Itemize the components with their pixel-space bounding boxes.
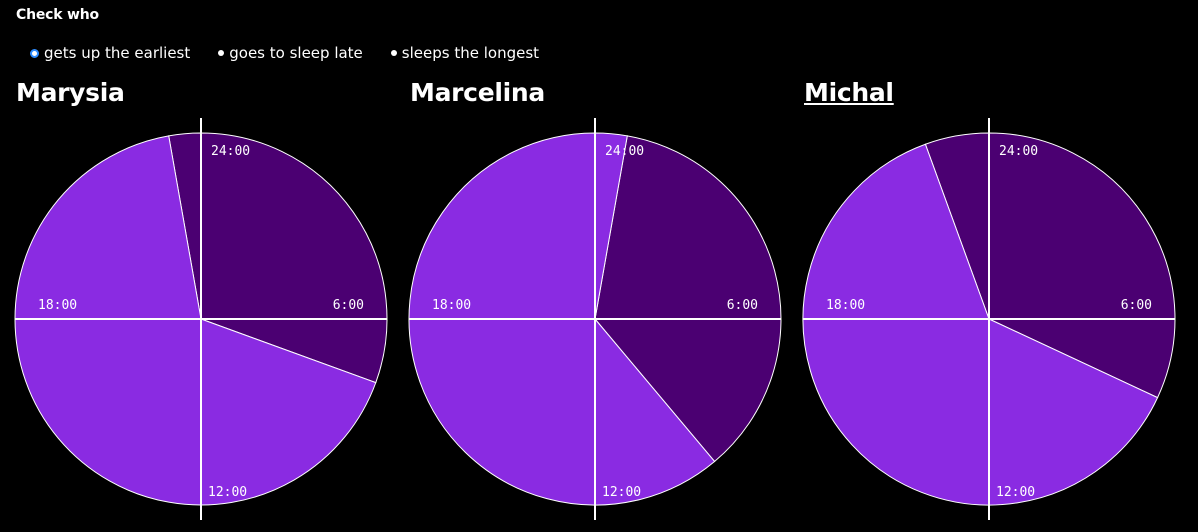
radio-selected-icon[interactable]: [30, 48, 39, 58]
option-sleeps-longest[interactable]: sleeps the longest: [390, 44, 540, 62]
slice-awake: [14, 135, 377, 506]
tick-label: 24:00: [605, 144, 644, 159]
tick-label: 12:00: [602, 485, 641, 500]
tick-label: 18:00: [432, 298, 471, 313]
tick-label: 18:00: [38, 298, 77, 313]
person-name: Marcelina: [410, 78, 545, 107]
option-label: gets up the earliest: [44, 44, 191, 62]
check-who-title: Check who: [16, 7, 99, 23]
clock-chart-michal: 24:00 6:00 12:00 18:00: [802, 118, 1176, 520]
tick-label: 24:00: [999, 144, 1038, 159]
radio-icon[interactable]: [218, 50, 225, 56]
person-name: Marysia: [16, 78, 125, 107]
tick-label: 6:00: [1121, 298, 1152, 313]
tick-label: 12:00: [996, 485, 1035, 500]
slice-awake: [802, 143, 1159, 506]
clock-chart-marcelina: 24:00 6:00 12:00 18:00: [408, 118, 782, 520]
tick-label: 18:00: [826, 298, 865, 313]
slice-sleep: [988, 132, 1176, 399]
tick-label: 12:00: [208, 485, 247, 500]
clock-chart-marysia: 24:00 6:00 12:00 18:00: [14, 118, 388, 520]
radio-icon[interactable]: [390, 50, 397, 56]
person-name-link[interactable]: Michal: [804, 78, 894, 107]
slice-sleep: [594, 135, 782, 463]
tick-label: 6:00: [333, 298, 364, 313]
option-gets-up-earliest[interactable]: gets up the earliest: [30, 44, 190, 62]
option-goes-to-sleep-late[interactable]: goes to sleep late: [218, 44, 363, 62]
option-label: goes to sleep late: [229, 44, 363, 62]
slice-sleep: [200, 132, 388, 384]
option-group: gets up the earliest goes to sleep late …: [30, 44, 567, 62]
tick-label: 6:00: [727, 298, 758, 313]
option-label: sleeps the longest: [401, 44, 540, 62]
tick-label: 24:00: [211, 144, 250, 159]
